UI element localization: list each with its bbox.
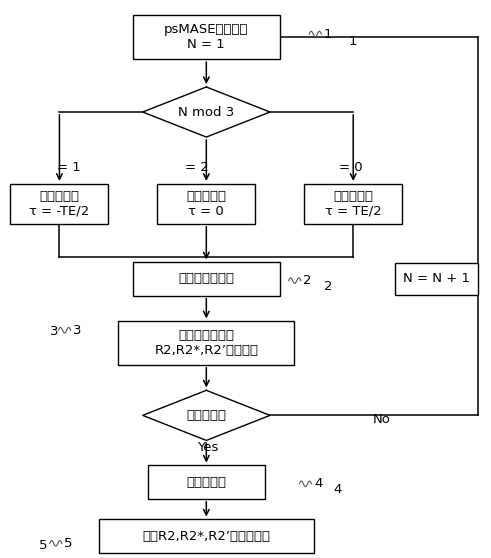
- Text: N = N + 1: N = N + 1: [403, 272, 470, 286]
- Text: = 0: = 0: [338, 161, 362, 174]
- Text: 1: 1: [324, 27, 332, 41]
- Text: 2: 2: [324, 280, 332, 293]
- FancyBboxPatch shape: [118, 321, 295, 365]
- FancyBboxPatch shape: [99, 519, 314, 553]
- Text: 扫描结束？: 扫描结束？: [186, 409, 226, 422]
- Text: = 1: = 1: [57, 161, 81, 174]
- Text: = 2: = 2: [185, 161, 208, 174]
- Text: 4: 4: [314, 477, 323, 490]
- FancyBboxPatch shape: [133, 15, 280, 59]
- Text: 3: 3: [50, 325, 58, 338]
- FancyBboxPatch shape: [133, 262, 280, 296]
- Text: 4: 4: [333, 483, 342, 496]
- Text: 采集并更新
τ = TE/2: 采集并更新 τ = TE/2: [325, 190, 382, 218]
- Text: 图像阈高斯滤波: 图像阈高斯滤波: [178, 272, 234, 286]
- Text: 2: 2: [303, 274, 312, 287]
- Text: Yes: Yes: [196, 441, 218, 454]
- Text: N mod 3: N mod 3: [178, 105, 235, 118]
- Text: 5: 5: [39, 538, 48, 551]
- Text: 采集并更新
τ = -TE/2: 采集并更新 τ = -TE/2: [29, 190, 89, 218]
- Polygon shape: [143, 87, 270, 137]
- Polygon shape: [143, 391, 270, 440]
- Text: 采集并更新
τ = 0: 采集并更新 τ = 0: [186, 190, 226, 218]
- Text: 1: 1: [348, 35, 357, 48]
- Text: 3: 3: [73, 324, 82, 336]
- Text: 移动窗估计: 移动窗估计: [186, 475, 226, 489]
- FancyBboxPatch shape: [158, 184, 255, 224]
- FancyBboxPatch shape: [10, 184, 109, 224]
- FancyBboxPatch shape: [395, 263, 478, 295]
- Text: 对每个像素进行
R2,R2*,R2’定量计算: 对每个像素进行 R2,R2*,R2’定量计算: [154, 329, 258, 357]
- FancyBboxPatch shape: [148, 465, 265, 499]
- Text: 5: 5: [64, 537, 73, 550]
- Text: No: No: [373, 413, 391, 426]
- FancyBboxPatch shape: [304, 184, 402, 224]
- Text: psMASE序列采集
N = 1: psMASE序列采集 N = 1: [164, 23, 248, 51]
- Text: 获得R2,R2*,R2’的动态曲线: 获得R2,R2*,R2’的动态曲线: [142, 530, 271, 542]
